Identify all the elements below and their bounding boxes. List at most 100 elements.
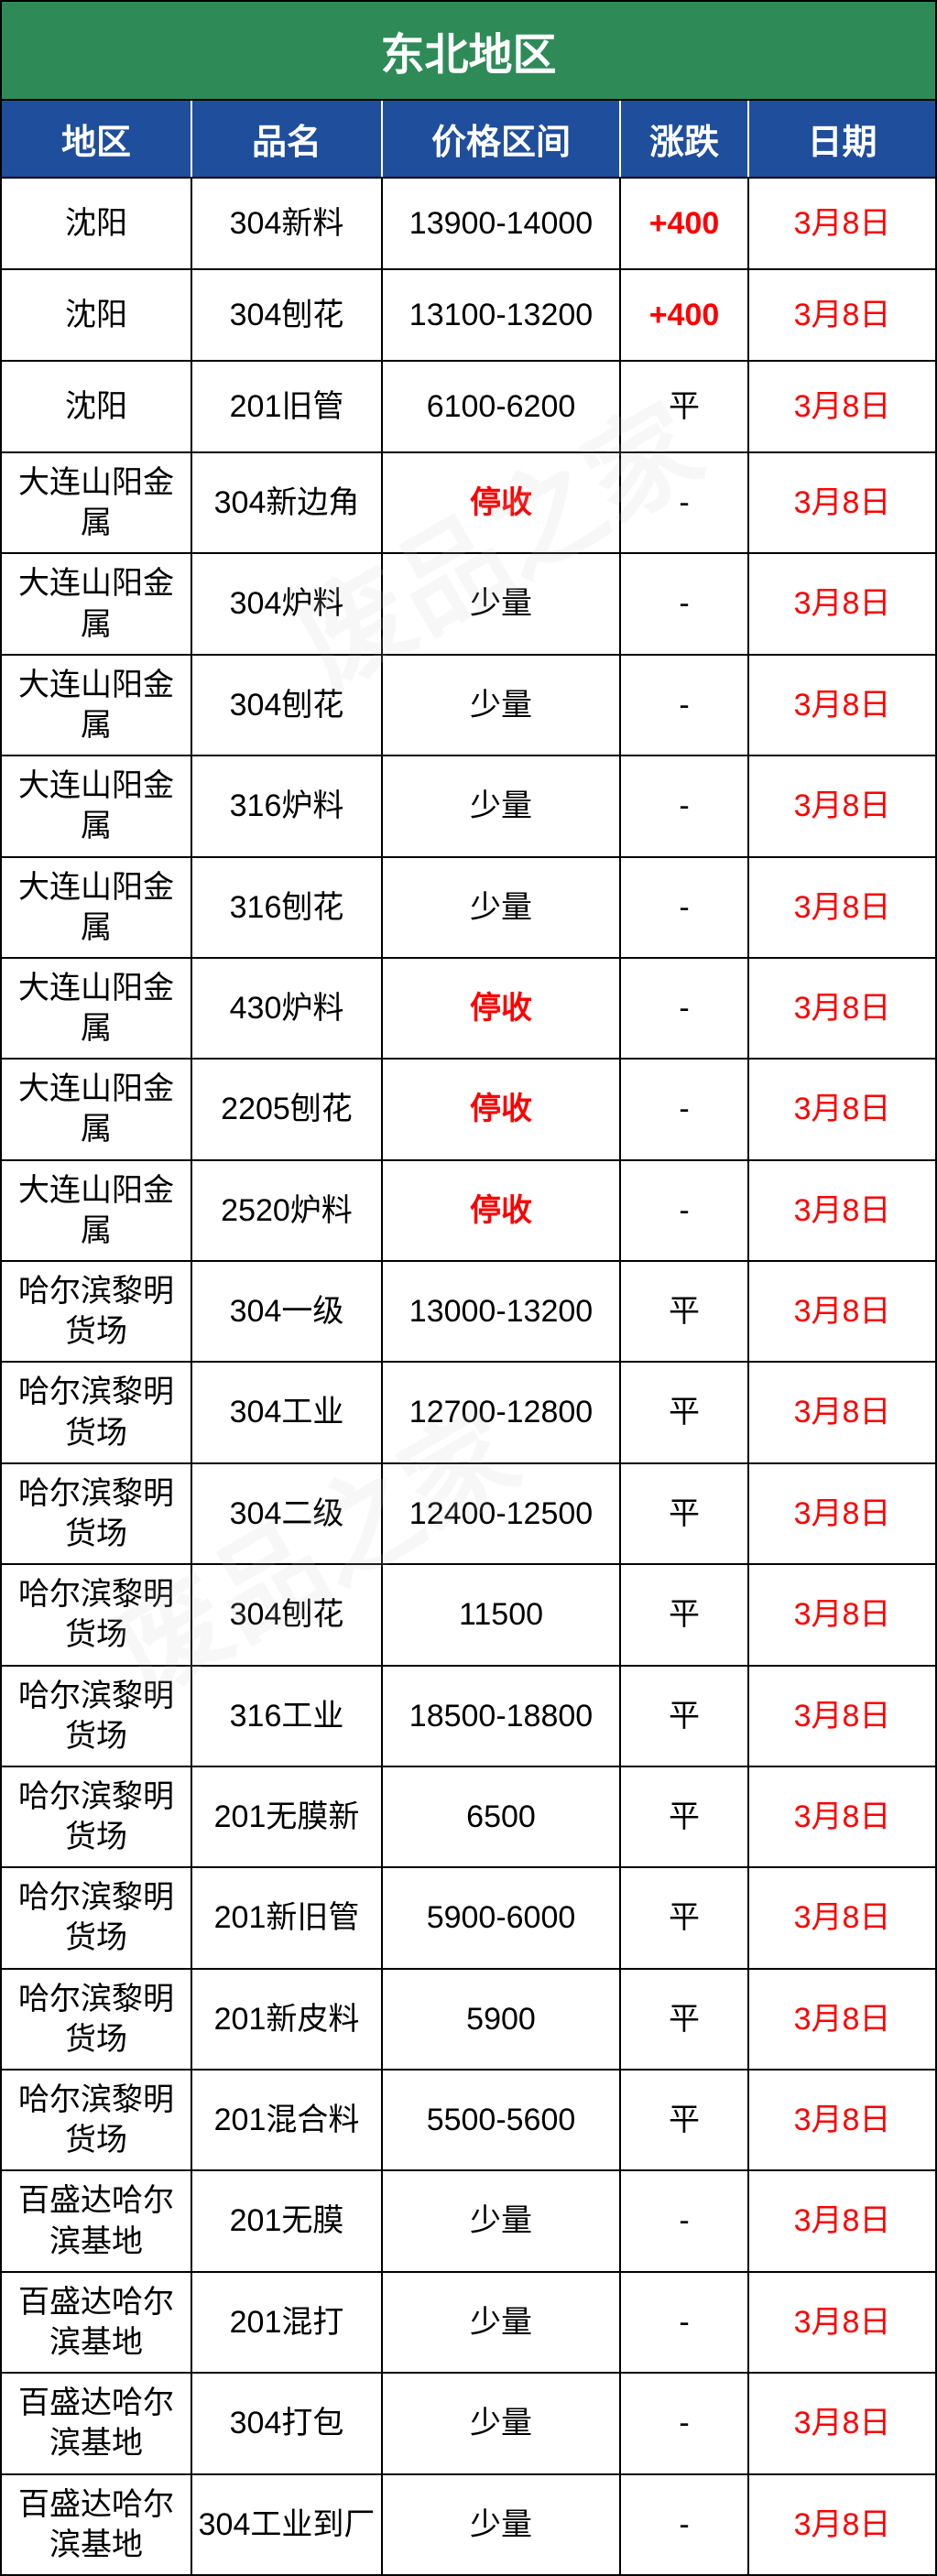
table-row: 哈尔滨黎明货场304刨花11500平3月8日 <box>2 1565 935 1666</box>
cell-product: 316工业 <box>192 1667 383 1766</box>
cell-price: 5900 <box>383 1970 621 2069</box>
cell-region: 百盛达哈尔滨基地 <box>2 2171 192 2270</box>
cell-date: 3月8日 <box>749 959 935 1058</box>
cell-product: 201新旧管 <box>192 1868 383 1967</box>
cell-change: 平 <box>621 1363 749 1462</box>
table-body: 沈阳304新料13900-14000+4003月8日沈阳304刨花13100-1… <box>2 179 935 2574</box>
cell-region: 哈尔滨黎明货场 <box>2 1970 192 2069</box>
cell-change: - <box>621 656 749 755</box>
cell-product: 316刨花 <box>192 858 383 957</box>
table-row: 百盛达哈尔滨基地304打包少量-3月8日 <box>2 2374 935 2474</box>
cell-change: 平 <box>621 1464 749 1563</box>
header-date: 日期 <box>749 101 935 177</box>
cell-change: - <box>621 2171 749 2270</box>
cell-date: 3月8日 <box>749 2071 935 2169</box>
cell-product: 201混合料 <box>192 2071 383 2169</box>
cell-change: - <box>621 554 749 653</box>
cell-region: 大连山阳金属 <box>2 554 192 653</box>
table-row: 百盛达哈尔滨基地304工业到厂少量-3月8日 <box>2 2475 935 2574</box>
cell-region: 百盛达哈尔滨基地 <box>2 2374 192 2473</box>
cell-price: 少量 <box>383 656 621 755</box>
header-price: 价格区间 <box>383 101 621 177</box>
cell-change: 平 <box>621 2071 749 2169</box>
table-row: 哈尔滨黎明货场316工业18500-18800平3月8日 <box>2 1667 935 1767</box>
cell-region: 哈尔滨黎明货场 <box>2 1667 192 1766</box>
table-row: 哈尔滨黎明货场304二级12400-12500平3月8日 <box>2 1464 935 1565</box>
cell-change: 平 <box>621 1565 749 1664</box>
header-region: 地区 <box>2 101 192 177</box>
cell-price: 停收 <box>383 1060 621 1158</box>
cell-change: - <box>621 959 749 1058</box>
cell-price: 少量 <box>383 2273 621 2372</box>
table-row: 大连山阳金属2205刨花停收-3月8日 <box>2 1060 935 1160</box>
cell-product: 304刨花 <box>192 656 383 755</box>
cell-price: 13100-13200 <box>383 270 621 360</box>
cell-change: - <box>621 453 749 552</box>
cell-price: 6100-6200 <box>383 362 621 451</box>
cell-price: 少量 <box>383 554 621 653</box>
cell-date: 3月8日 <box>749 554 935 653</box>
table-row: 哈尔滨黎明货场304工业12700-12800平3月8日 <box>2 1363 935 1463</box>
table-row: 沈阳304刨花13100-13200+4003月8日 <box>2 270 935 362</box>
table-row: 哈尔滨黎明货场201无膜新6500平3月8日 <box>2 1767 935 1868</box>
cell-price: 少量 <box>383 756 621 855</box>
cell-change: 平 <box>621 1868 749 1967</box>
cell-price: 11500 <box>383 1565 621 1664</box>
cell-change: - <box>621 2475 749 2574</box>
cell-product: 304一级 <box>192 1262 383 1361</box>
cell-region: 大连山阳金属 <box>2 656 192 755</box>
cell-region: 哈尔滨黎明货场 <box>2 2071 192 2169</box>
cell-date: 3月8日 <box>749 1767 935 1866</box>
cell-date: 3月8日 <box>749 1464 935 1563</box>
cell-date: 3月8日 <box>749 1161 935 1260</box>
cell-price: 6500 <box>383 1767 621 1866</box>
table-row: 大连山阳金属430炉料停收-3月8日 <box>2 959 935 1060</box>
table-header-row: 地区 品名 价格区间 涨跌 日期 <box>2 101 935 179</box>
cell-date: 3月8日 <box>749 1060 935 1158</box>
table-row: 大连山阳金属304刨花少量-3月8日 <box>2 656 935 756</box>
cell-region: 哈尔滨黎明货场 <box>2 1565 192 1664</box>
cell-change: 平 <box>621 1970 749 2069</box>
cell-region: 沈阳 <box>2 179 192 268</box>
cell-region: 沈阳 <box>2 270 192 360</box>
cell-product: 304刨花 <box>192 1565 383 1664</box>
cell-price: 少量 <box>383 858 621 957</box>
table-title: 东北地区 <box>2 2 935 101</box>
cell-change: - <box>621 858 749 957</box>
cell-change: - <box>621 1161 749 1260</box>
cell-product: 316炉料 <box>192 756 383 855</box>
table-row: 哈尔滨黎明货场201混合料5500-5600平3月8日 <box>2 2071 935 2171</box>
cell-price: 13900-14000 <box>383 179 621 268</box>
cell-product: 304打包 <box>192 2374 383 2473</box>
cell-date: 3月8日 <box>749 2273 935 2372</box>
cell-price: 少量 <box>383 2374 621 2473</box>
cell-region: 哈尔滨黎明货场 <box>2 1464 192 1563</box>
cell-date: 3月8日 <box>749 2374 935 2473</box>
cell-date: 3月8日 <box>749 453 935 552</box>
cell-date: 3月8日 <box>749 270 935 360</box>
cell-region: 哈尔滨黎明货场 <box>2 1868 192 1967</box>
cell-region: 大连山阳金属 <box>2 959 192 1058</box>
cell-change: +400 <box>621 270 749 360</box>
cell-product: 201无膜 <box>192 2171 383 2270</box>
cell-region: 大连山阳金属 <box>2 1060 192 1158</box>
table-row: 沈阳201旧管6100-6200平3月8日 <box>2 362 935 453</box>
cell-region: 哈尔滨黎明货场 <box>2 1363 192 1462</box>
cell-change: - <box>621 756 749 855</box>
cell-date: 3月8日 <box>749 2171 935 2270</box>
price-table: 东北地区 地区 品名 价格区间 涨跌 日期 沈阳304新料13900-14000… <box>0 0 937 2576</box>
cell-price: 停收 <box>383 959 621 1058</box>
cell-product: 304二级 <box>192 1464 383 1563</box>
cell-date: 3月8日 <box>749 1565 935 1664</box>
table-row: 大连山阳金属304炉料少量-3月8日 <box>2 554 935 655</box>
cell-date: 3月8日 <box>749 1970 935 2069</box>
cell-date: 3月8日 <box>749 1363 935 1462</box>
table-row: 哈尔滨黎明货场201新旧管5900-6000平3月8日 <box>2 1868 935 1969</box>
cell-price: 12700-12800 <box>383 1363 621 1462</box>
cell-region: 大连山阳金属 <box>2 858 192 957</box>
cell-change: - <box>621 2374 749 2473</box>
cell-change: 平 <box>621 362 749 451</box>
cell-product: 304刨花 <box>192 270 383 360</box>
cell-date: 3月8日 <box>749 179 935 268</box>
table-row: 哈尔滨黎明货场201新皮料5900平3月8日 <box>2 1970 935 2071</box>
